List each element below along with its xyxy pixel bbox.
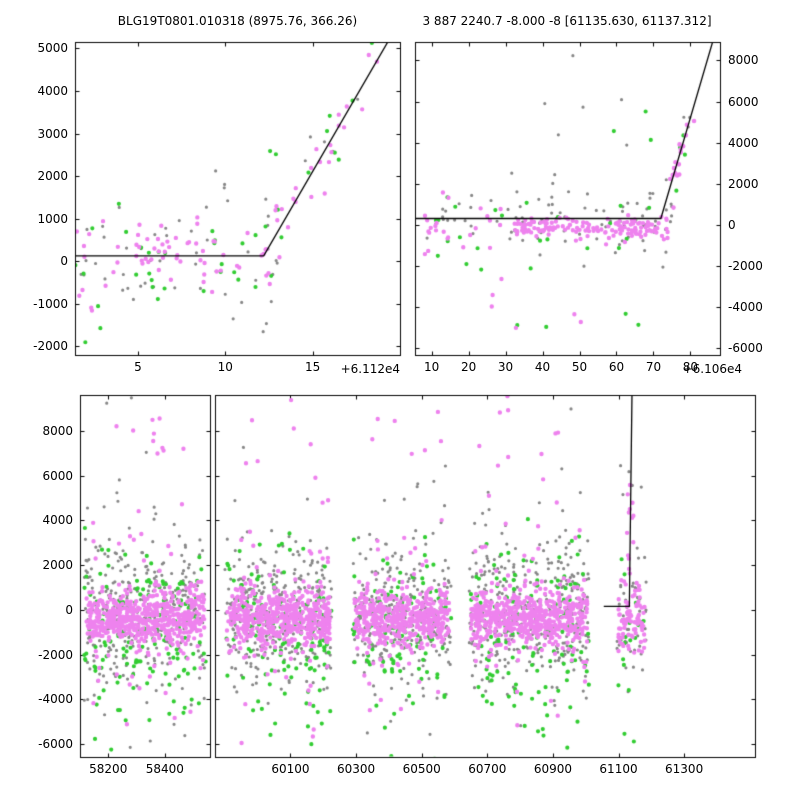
x-offset-label-top-left: +6.112e4 (340, 362, 400, 376)
x-offset-label-top-right: +6.106e4 (682, 362, 742, 376)
panel-title-top-left: BLG19T0801.010318 (8975.76, 366.26) (117, 14, 358, 28)
panel-title-top-right: 3 887 2240.7 -8.000 -8 [61135.630, 61137… (422, 14, 712, 28)
